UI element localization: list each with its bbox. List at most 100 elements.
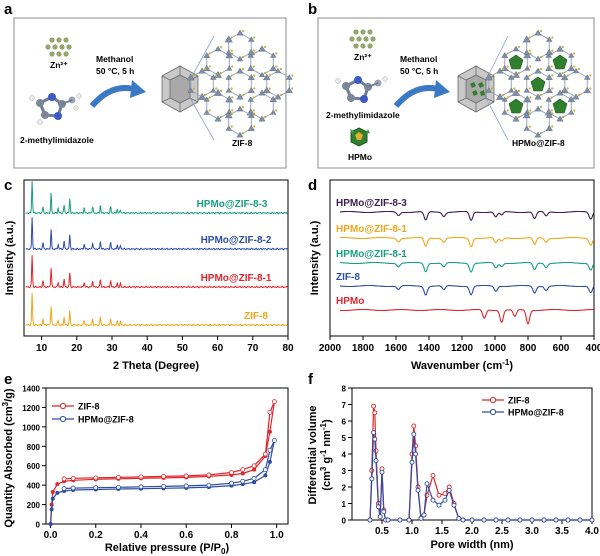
y-tick-label: 200 — [27, 501, 41, 510]
hpmo-label: HPMo — [348, 152, 372, 162]
panel-e: e 0.0 0.2 0.4 0.6 0.8 1.0 0 200 400 600 800 1000 120… — [1, 371, 289, 556]
ligand-atom — [550, 109, 553, 112]
panel-e-axes-frame — [45, 387, 289, 525]
legend-label: HPMo@ZIF-8 — [508, 408, 564, 418]
ligand-atom — [528, 112, 531, 115]
zn-tetrahedron — [523, 125, 530, 131]
ligand-atom — [577, 93, 581, 97]
reaction-arrowhead — [434, 80, 450, 98]
x-tick-label: 4.0 — [585, 526, 599, 537]
panel-f-ylabel-line1: Differential volume — [307, 405, 319, 504]
ligand-atom — [275, 52, 278, 55]
legend-marker — [489, 396, 497, 404]
adsorption-point — [55, 490, 60, 495]
x-tick-label: 1800 — [352, 343, 375, 354]
adsorption-point — [55, 482, 60, 487]
pore-distribution-point — [418, 515, 424, 521]
adsorption-point — [49, 507, 54, 512]
zn-tetrahedron — [225, 95, 234, 103]
pore-distribution-point — [377, 514, 383, 520]
desorption-point — [70, 475, 76, 481]
adsorption-point — [252, 480, 257, 485]
zn-tetrahedron — [247, 112, 255, 118]
ligand-atom — [529, 96, 532, 99]
adsorption-point — [48, 522, 53, 526]
ligand-molecule-icon — [335, 76, 388, 103]
ligand-molecule-icon — [29, 93, 82, 125]
desorption-point — [61, 476, 67, 482]
zn-tetrahedron — [583, 86, 591, 94]
pore-distribution-point — [436, 492, 442, 498]
xrd-series-line — [25, 181, 288, 215]
zn-tetrahedron — [187, 87, 194, 93]
panel-e-ticks: 0.0 0.2 0.4 0.6 0.8 1.0 0 200 400 600 800 1000 1200 1… — [22, 385, 284, 542]
ligand-atom — [561, 115, 565, 119]
hpmo-zif8-crystal-icon — [457, 65, 495, 113]
pore-distribution-point — [442, 491, 448, 497]
zn-tetrahedron — [534, 29, 542, 36]
pore-distribution-point — [505, 517, 511, 523]
conditions-temp-time: 50 °C, 5 h — [400, 66, 438, 76]
desorption-point — [206, 482, 212, 488]
zn-tetrahedron — [247, 64, 255, 71]
ligand-atom — [230, 36, 233, 39]
zn-tetrahedron — [522, 35, 531, 43]
zn-tetrahedron — [485, 87, 492, 93]
ligand-atom — [506, 96, 509, 99]
zn-tetrahedron — [512, 45, 520, 52]
zn-tetrahedron — [496, 67, 504, 74]
y-tick-label: 800 — [27, 443, 41, 452]
pore-distribution-point — [385, 517, 391, 523]
ligand-atom — [219, 89, 223, 93]
zn-tetrahedron — [224, 35, 233, 43]
y-tick-label: 8 — [342, 385, 347, 394]
x-tick-label: 60 — [212, 343, 224, 354]
panel-c-series: ZIF-8 HPMo@ZIF-8-1 HPMo@ZIF-8-2 HPMo@ZIF-8-… — [25, 181, 289, 327]
pore-distribution-point — [375, 504, 381, 510]
pore-distribution-point — [397, 517, 403, 523]
zn-tetrahedron — [203, 109, 210, 115]
x-tick-label: 0.8 — [225, 530, 239, 541]
desorption-point — [229, 470, 234, 475]
zn-tetrahedron — [501, 52, 509, 58]
zoom-line-bottom — [485, 97, 509, 141]
ftir-series-line — [339, 236, 595, 248]
ligand-atom — [528, 36, 531, 39]
pore-distribution-point — [460, 517, 466, 523]
zn-tetrahedron — [508, 87, 515, 93]
zn-tetrahedron — [523, 74, 530, 80]
zn-tetrahedron — [226, 65, 233, 71]
ligand-label: 2-methylimidazole — [20, 135, 94, 145]
desorption-point — [267, 447, 273, 453]
zn-tetrahedron — [523, 95, 532, 103]
panel-d-xlabel: Wavenumber (cm-1) — [411, 358, 513, 372]
pore-distribution-point — [373, 458, 379, 464]
pore-distribution-point — [541, 517, 547, 523]
zn-tetrahedron — [258, 71, 266, 78]
ligand-atom — [539, 67, 543, 71]
zn-tetrahedron — [534, 67, 542, 74]
pore-distribution-point — [456, 515, 462, 521]
ligand-atom — [241, 93, 245, 97]
panel-e-xlabel: Relative pressure (P/P0) — [105, 542, 230, 556]
pore-distribution-point — [371, 403, 377, 409]
desorption-point — [115, 474, 121, 480]
ftir-series-label: HPMo@ZIF-8-1 — [336, 249, 407, 260]
x-tick-label: 2.5 — [495, 526, 509, 537]
x-tick-label: 0.4 — [134, 530, 148, 541]
pore-distribution-point — [553, 517, 559, 523]
ligand-atom — [230, 87, 233, 90]
y-tick-label: 1 — [342, 500, 347, 509]
legend-marker — [59, 402, 67, 410]
ligand-atom — [517, 45, 521, 49]
zn-tetrahedron — [286, 74, 293, 80]
pore-distribution-point — [411, 431, 417, 437]
ligand-atom — [528, 74, 531, 77]
pore-distribution-point — [379, 469, 385, 475]
x-tick-label: 80 — [282, 343, 294, 354]
zn-tetrahedron — [572, 67, 580, 74]
zn-tetrahedron — [523, 51, 532, 59]
y-tick-label: 400 — [27, 482, 41, 491]
zn-tetrahedron — [236, 93, 244, 100]
desorption-point — [138, 484, 144, 490]
